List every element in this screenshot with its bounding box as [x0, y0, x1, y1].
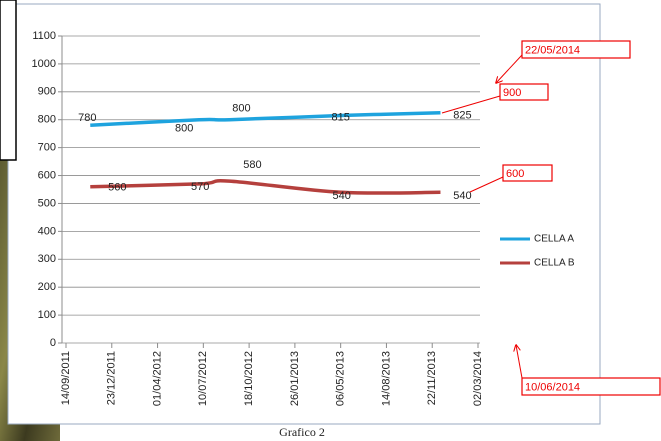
data-label: 560: [108, 182, 126, 194]
data-label: 540: [453, 190, 471, 202]
x-tick-label: 02/03/2014: [472, 351, 484, 406]
data-label: 780: [78, 112, 96, 124]
y-tick-label: 700: [38, 142, 56, 154]
chart-title: Grafico 2: [279, 425, 325, 439]
annotation-arrow: [469, 176, 504, 193]
annotation: 22/05/2014: [525, 44, 580, 56]
x-tick-label: 23/12/2011: [106, 351, 118, 405]
legend-label: CELLA B: [534, 258, 575, 269]
y-tick-label: 400: [38, 225, 56, 237]
overlay-box: [0, 0, 17, 161]
y-tick-label: 0: [50, 337, 56, 349]
legend-label: CELLA A: [534, 234, 574, 245]
data-label: 580: [243, 159, 261, 171]
data-label: 800: [232, 103, 250, 115]
annotation-arrow: [441, 95, 501, 114]
data-label: 800: [175, 123, 193, 135]
x-tick-label: 14/09/2011: [60, 351, 72, 405]
y-tick-label: 100: [38, 309, 56, 321]
y-tick-label: 200: [38, 281, 56, 293]
x-tick-label: 22/11/2013: [426, 351, 438, 405]
y-tick-label: 900: [38, 86, 56, 98]
x-tick-label: 18/10/2012: [243, 351, 255, 406]
x-tick-label: 26/01/2013: [289, 351, 301, 406]
x-tick-label: 01/04/2012: [151, 351, 163, 406]
y-tick-label: 300: [38, 253, 56, 265]
chart-frame: [7, 3, 601, 425]
y-tick-label: 500: [38, 197, 56, 209]
annotation: 600: [506, 168, 524, 180]
annotation: 10/06/2014: [525, 381, 580, 393]
annotation-box: [521, 40, 631, 59]
annotation-arrow: [516, 345, 523, 379]
x-tick-label: 14/08/2013: [380, 351, 392, 406]
x-tick-label: 06/05/2013: [335, 351, 347, 406]
annotation-box: [521, 377, 661, 396]
data-label: 570: [191, 181, 209, 193]
data-label: 825: [453, 110, 471, 122]
annotation-box: [502, 164, 553, 182]
data-label: 815: [331, 111, 349, 123]
annotation-box: [499, 83, 549, 101]
series-line: [90, 111, 441, 128]
y-tick-label: 600: [38, 169, 56, 181]
y-tick-label: 1100: [32, 30, 56, 42]
series-line: [90, 179, 441, 195]
y-tick-label: 1000: [32, 58, 56, 70]
annotation: 900: [503, 87, 521, 99]
x-tick-label: 10/07/2012: [197, 351, 209, 406]
data-label: 540: [332, 190, 350, 202]
y-tick-label: 800: [38, 114, 56, 126]
annotation-arrow: [496, 54, 523, 83]
